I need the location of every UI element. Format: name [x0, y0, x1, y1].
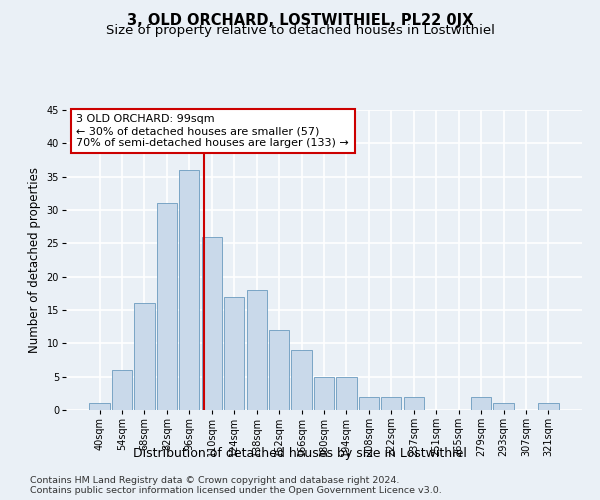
Bar	[157, 204, 177, 410]
Bar	[314, 376, 334, 410]
Bar	[493, 404, 514, 410]
Bar	[224, 296, 244, 410]
Bar	[337, 376, 356, 410]
Bar	[247, 290, 267, 410]
Text: Distribution of detached houses by size in Lostwithiel: Distribution of detached houses by size …	[133, 448, 467, 460]
Bar	[112, 370, 132, 410]
Bar	[404, 396, 424, 410]
Text: Contains HM Land Registry data © Crown copyright and database right 2024.
Contai: Contains HM Land Registry data © Crown c…	[30, 476, 442, 495]
Text: 3 OLD ORCHARD: 99sqm
← 30% of detached houses are smaller (57)
70% of semi-detac: 3 OLD ORCHARD: 99sqm ← 30% of detached h…	[76, 114, 349, 148]
Bar	[202, 236, 222, 410]
Bar	[381, 396, 401, 410]
Bar	[89, 404, 110, 410]
Bar	[359, 396, 379, 410]
Bar	[538, 404, 559, 410]
Y-axis label: Number of detached properties: Number of detached properties	[28, 167, 41, 353]
Bar	[269, 330, 289, 410]
Bar	[471, 396, 491, 410]
Text: Size of property relative to detached houses in Lostwithiel: Size of property relative to detached ho…	[106, 24, 494, 37]
Bar	[134, 304, 155, 410]
Text: 3, OLD ORCHARD, LOSTWITHIEL, PL22 0JX: 3, OLD ORCHARD, LOSTWITHIEL, PL22 0JX	[127, 12, 473, 28]
Bar	[292, 350, 311, 410]
Bar	[179, 170, 199, 410]
